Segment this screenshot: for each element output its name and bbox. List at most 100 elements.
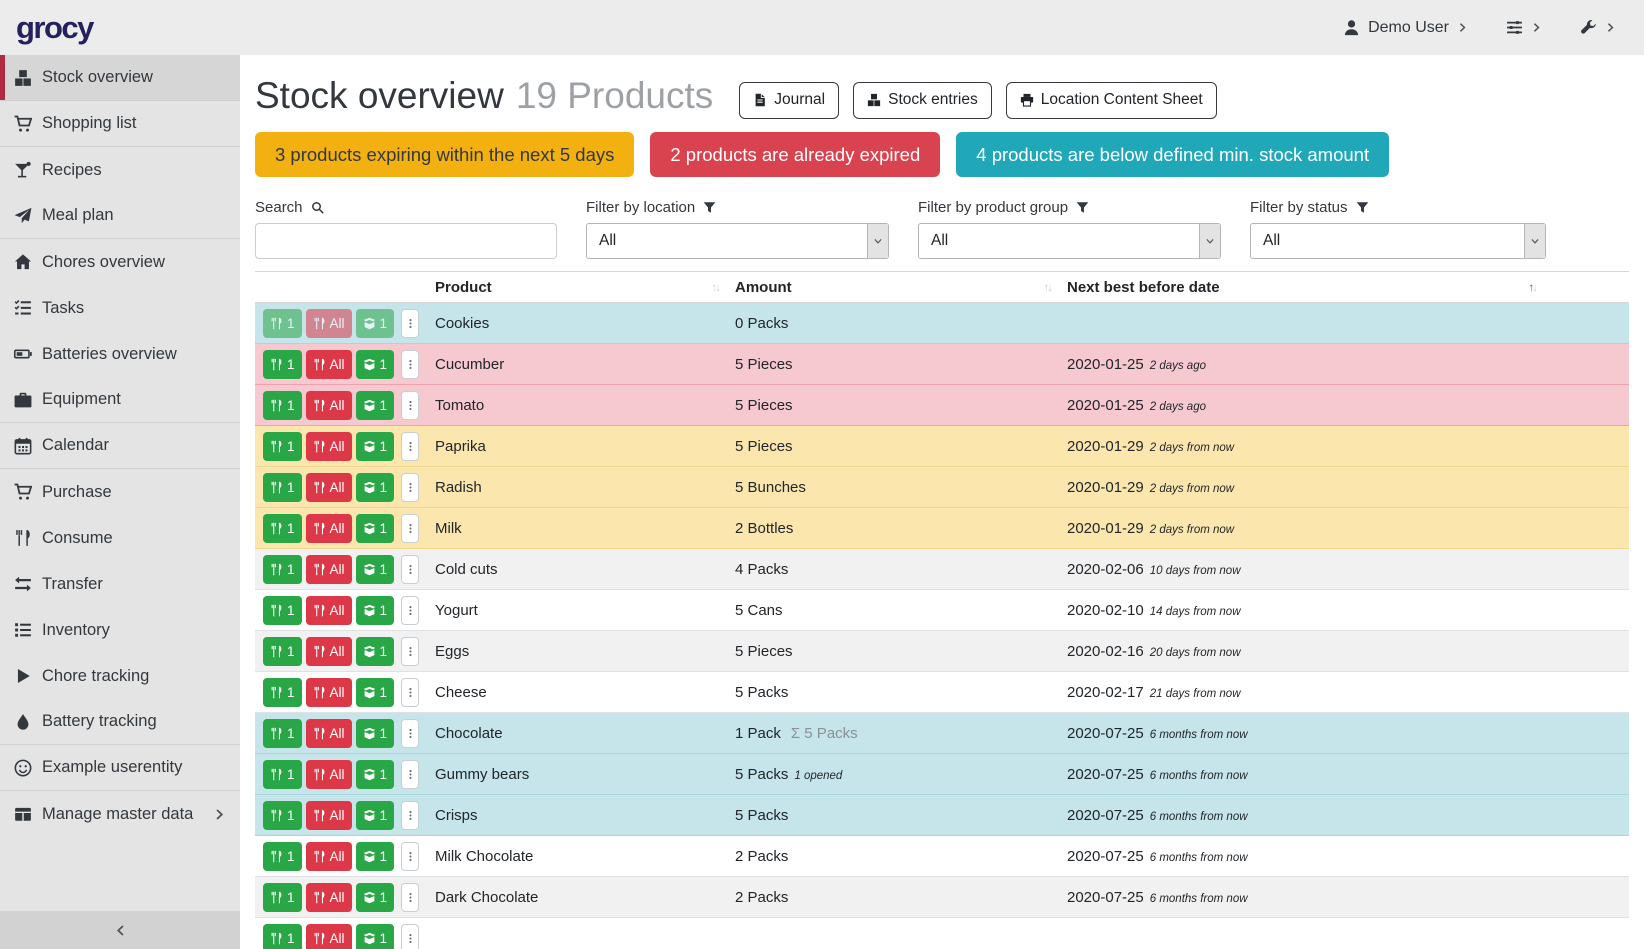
open-one-button[interactable]: 1 (356, 514, 395, 543)
stock-entries-button[interactable]: Stock entries (853, 82, 992, 119)
consume-all-button[interactable]: All (306, 678, 352, 707)
consume-one-button[interactable]: 1 (263, 719, 302, 748)
consume-one-button[interactable]: 1 (263, 309, 302, 338)
grocy-logo[interactable]: grocy (16, 10, 93, 46)
row-menu-button[interactable] (401, 760, 419, 789)
sidebar-item-stock-overview[interactable]: Stock overview (0, 55, 240, 101)
consume-all-button[interactable]: All (306, 473, 352, 502)
consume-all-button[interactable]: All (306, 719, 352, 748)
row-menu-button[interactable] (401, 432, 419, 461)
sidebar-item-chore-tracking[interactable]: Chore tracking (0, 653, 240, 699)
consume-one-button[interactable]: 1 (263, 432, 302, 461)
row-menu-button[interactable] (401, 596, 419, 625)
sidebar-item-inventory[interactable]: Inventory (0, 607, 240, 653)
row-menu-button[interactable] (401, 883, 419, 912)
consume-all-button[interactable]: All (306, 801, 352, 830)
sidebar-item-transfer[interactable]: Transfer (0, 561, 240, 607)
open-one-button[interactable]: 1 (356, 391, 395, 420)
consume-one-button[interactable]: 1 (263, 473, 302, 502)
open-one-button[interactable]: 1 (356, 760, 395, 789)
consume-all-button[interactable]: All (306, 760, 352, 789)
open-one-button[interactable]: 1 (356, 309, 395, 338)
open-one-button[interactable]: 1 (356, 883, 395, 912)
sidebar-item-example-userentity[interactable]: Example userentity (0, 745, 240, 791)
open-one-button[interactable]: 1 (356, 555, 395, 584)
sidebar-item-manage-master-data[interactable]: Manage master data (0, 791, 240, 837)
column-header-next-best-before-date[interactable]: Next best before date ↑↓ (1059, 272, 1544, 303)
row-menu-button[interactable] (401, 473, 419, 502)
row-menu-button[interactable] (401, 719, 419, 748)
expiring-soon-alert[interactable]: 3 products expiring within the next 5 da… (255, 132, 634, 177)
consume-all-button[interactable]: All (306, 514, 352, 543)
spare-cell (1544, 672, 1629, 713)
row-menu-button[interactable] (401, 309, 419, 338)
expired-alert[interactable]: 2 products are already expired (650, 132, 940, 177)
sidebar-item-consume[interactable]: Consume (0, 515, 240, 561)
row-menu-button[interactable] (401, 924, 419, 949)
consume-one-button[interactable]: 1 (263, 350, 302, 379)
consume-one-button[interactable]: 1 (263, 760, 302, 789)
sidebar-item-chores-overview[interactable]: Chores overview (0, 239, 240, 285)
consume-one-button[interactable]: 1 (263, 678, 302, 707)
row-menu-button[interactable] (401, 637, 419, 666)
open-one-button[interactable]: 1 (356, 596, 395, 625)
consume-one-button[interactable]: 1 (263, 801, 302, 830)
settings-menu[interactable] (1506, 19, 1542, 36)
row-menu-button[interactable] (401, 801, 419, 830)
sidebar-item-equipment[interactable]: Equipment (0, 377, 240, 423)
sidebar-item-shopping-list[interactable]: Shopping list (0, 101, 240, 147)
sidebar-item-battery-tracking[interactable]: Battery tracking (0, 699, 240, 745)
sidebar-item-meal-plan[interactable]: Meal plan (0, 193, 240, 239)
admin-menu[interactable] (1580, 19, 1616, 36)
user-menu[interactable]: Demo User (1343, 19, 1468, 37)
sidebar-item-tasks[interactable]: Tasks (0, 285, 240, 331)
column-header-amount[interactable]: Amount ↑↓ (727, 272, 1059, 303)
sidebar-item-batteries-overview[interactable]: Batteries overview (0, 331, 240, 377)
open-one-button[interactable]: 1 (356, 842, 395, 871)
location-filter-select[interactable]: All (586, 223, 889, 259)
open-one-button[interactable]: 1 (356, 473, 395, 502)
product-group-filter-select[interactable]: All (918, 223, 1221, 259)
consume-one-button[interactable]: 1 (263, 883, 302, 912)
consume-one-button[interactable]: 1 (263, 637, 302, 666)
consume-all-button[interactable]: All (306, 596, 352, 625)
consume-one-button[interactable]: 1 (263, 842, 302, 871)
consume-one-button[interactable]: 1 (263, 596, 302, 625)
location-content-sheet-button[interactable]: Location Content Sheet (1006, 82, 1217, 119)
row-menu-button[interactable] (401, 391, 419, 420)
open-one-button[interactable]: 1 (356, 924, 395, 949)
journal-button[interactable]: Journal (739, 82, 839, 119)
below-min-stock-alert[interactable]: 4 products are below defined min. stock … (956, 132, 1389, 177)
consume-all-button[interactable]: All (306, 555, 352, 584)
consume-one-button[interactable]: 1 (263, 924, 302, 949)
open-one-button[interactable]: 1 (356, 637, 395, 666)
consume-all-button[interactable]: All (306, 432, 352, 461)
consume-one-button[interactable]: 1 (263, 391, 302, 420)
open-one-button[interactable]: 1 (356, 432, 395, 461)
row-menu-button[interactable] (401, 678, 419, 707)
row-menu-button[interactable] (401, 350, 419, 379)
open-one-button[interactable]: 1 (356, 801, 395, 830)
row-menu-button[interactable] (401, 842, 419, 871)
consume-all-button[interactable]: All (306, 883, 352, 912)
consume-all-button[interactable]: All (306, 924, 352, 949)
status-filter-select[interactable]: All (1250, 223, 1546, 259)
consume-all-button[interactable]: All (306, 309, 352, 338)
consume-one-button[interactable]: 1 (263, 555, 302, 584)
sidebar-item-calendar[interactable]: Calendar (0, 423, 240, 469)
consume-all-button[interactable]: All (306, 842, 352, 871)
row-menu-button[interactable] (401, 514, 419, 543)
consume-all-button[interactable]: All (306, 350, 352, 379)
open-one-button[interactable]: 1 (356, 678, 395, 707)
consume-one-button[interactable]: 1 (263, 514, 302, 543)
row-menu-button[interactable] (401, 555, 419, 584)
open-one-button[interactable]: 1 (356, 350, 395, 379)
sidebar-item-purchase[interactable]: Purchase (0, 469, 240, 515)
sidebar-item-recipes[interactable]: Recipes (0, 147, 240, 193)
sidebar-collapse-button[interactable] (0, 911, 240, 949)
open-one-button[interactable]: 1 (356, 719, 395, 748)
consume-all-button[interactable]: All (306, 637, 352, 666)
consume-all-button[interactable]: All (306, 391, 352, 420)
column-header-product[interactable]: Product ↑↓ (427, 272, 727, 303)
search-input[interactable] (255, 223, 557, 259)
